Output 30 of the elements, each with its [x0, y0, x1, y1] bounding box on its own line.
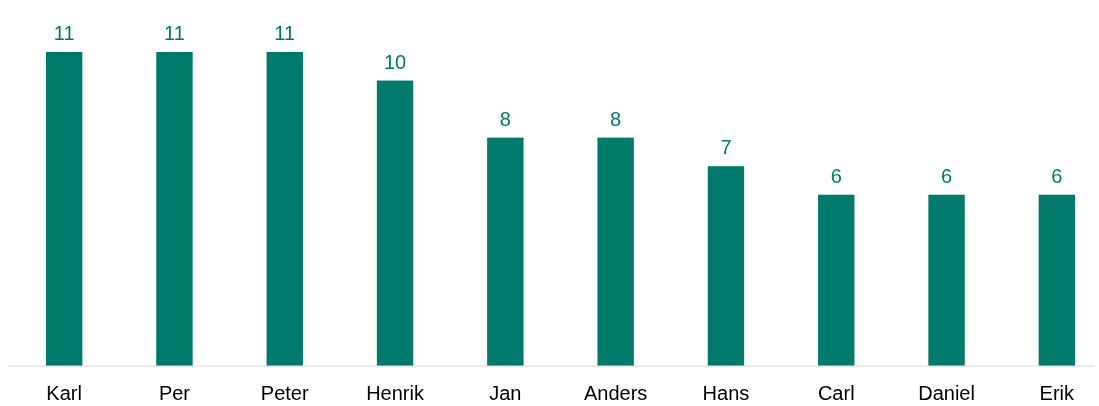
x-tick-label: Henrik [366, 382, 425, 404]
data-label: 8 [499, 107, 511, 130]
bar [1038, 194, 1076, 366]
x-tick-label: Karl [46, 382, 82, 404]
bar [597, 137, 634, 366]
data-label: 11 [53, 22, 75, 44]
x-tick-label: Per [158, 382, 191, 404]
bar [818, 194, 855, 366]
x-tick-label: Peter [260, 382, 309, 404]
x-tick-label: Erik [1039, 382, 1076, 404]
x-tick-label: Hans [702, 382, 750, 404]
bar [707, 166, 745, 366]
bar [45, 52, 83, 366]
data-label: 8 [610, 107, 622, 130]
data-label: 6 [940, 164, 953, 187]
data-label: 11 [274, 22, 296, 44]
x-tick-label: Daniel [918, 382, 975, 404]
bar [928, 194, 965, 366]
x-tick-label: Carl [817, 382, 855, 404]
data-label: 6 [1051, 164, 1063, 187]
x-tick-label: Jan [489, 382, 522, 404]
x-tick-label: Anders [583, 382, 648, 404]
bar [156, 52, 193, 366]
data-label: 6 [830, 164, 842, 187]
data-label: 7 [720, 136, 732, 159]
data-label: 10 [383, 50, 407, 73]
bar [487, 137, 524, 366]
data-label: 11 [164, 22, 185, 44]
bar [266, 52, 303, 366]
bar [376, 80, 414, 366]
